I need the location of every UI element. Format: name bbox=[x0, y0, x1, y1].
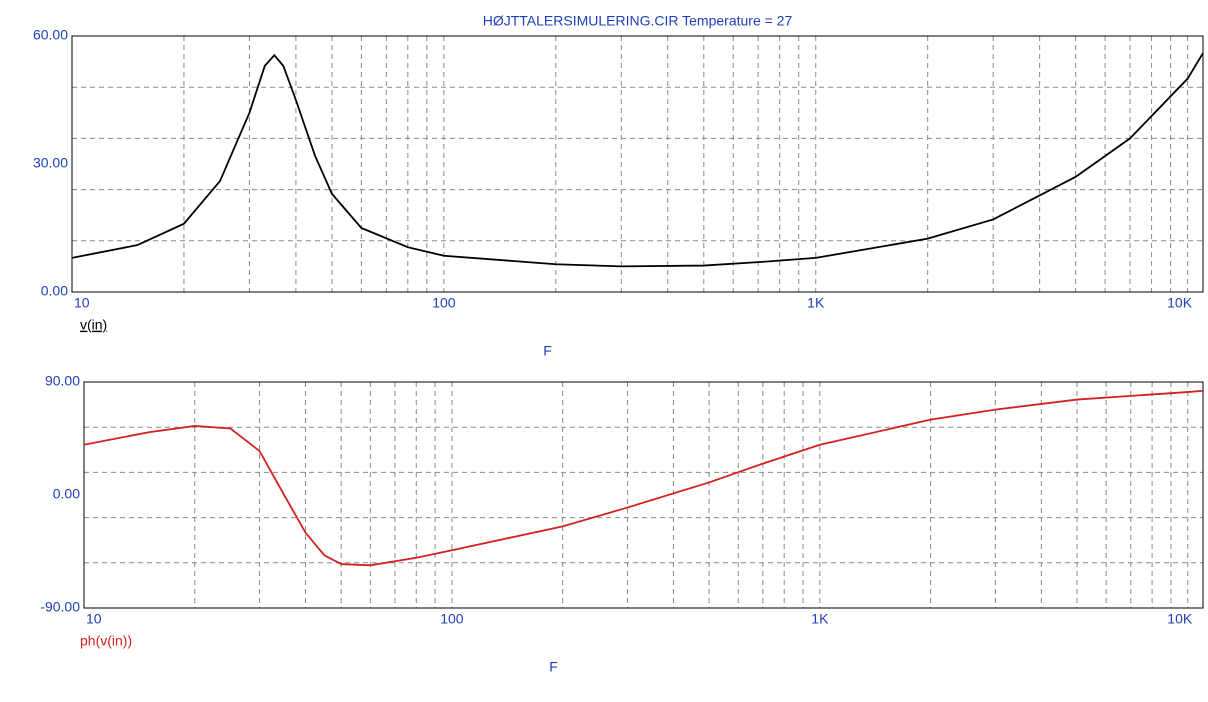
chart-title: HØJTTALERSIMULERING.CIR Temperature = 27 bbox=[483, 13, 793, 29]
y-tick-label: 0.00 bbox=[41, 283, 68, 299]
y-tick-label: 30.00 bbox=[33, 155, 68, 171]
x-tick-label: 10 bbox=[74, 295, 90, 311]
y-tick-label: 0.00 bbox=[53, 486, 80, 502]
y-tick-label: -90.00 bbox=[40, 599, 80, 615]
data-line bbox=[71, 52, 1204, 268]
x-tick-label: 100 bbox=[440, 611, 464, 627]
x-axis-label: F bbox=[549, 659, 558, 675]
x-tick-label: 10K bbox=[1167, 611, 1193, 627]
y-tick-label: 60.00 bbox=[33, 27, 68, 43]
plot-frame bbox=[83, 381, 1204, 609]
y-tick-label: 90.00 bbox=[45, 373, 80, 389]
x-axis-label: F bbox=[543, 343, 552, 359]
data-line bbox=[83, 389, 1204, 567]
legend-label: v(in) bbox=[80, 317, 107, 333]
x-tick-label: 10K bbox=[1167, 295, 1193, 311]
plot-frame bbox=[71, 35, 1204, 293]
x-tick-label: 10 bbox=[86, 611, 102, 627]
x-tick-label: 1K bbox=[807, 295, 825, 311]
x-tick-label: 1K bbox=[811, 611, 829, 627]
legend-label: ph(v(in)) bbox=[80, 633, 132, 649]
x-tick-label: 100 bbox=[432, 295, 456, 311]
